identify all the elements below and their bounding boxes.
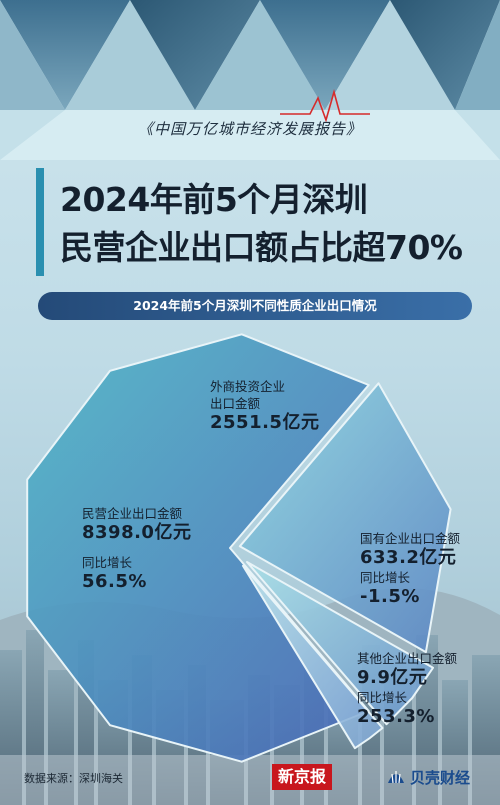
label-state-growth-name: 同比增长	[360, 570, 411, 585]
slice-state	[246, 561, 434, 726]
slice-other	[242, 564, 384, 750]
data-source: 数据来源：深圳海关	[24, 772, 123, 785]
label-other-growth: 253.3%	[357, 706, 435, 727]
report-name: 《中国万亿城市经济发展报告》	[137, 120, 362, 138]
label-private-name: 民营企业出口金额	[82, 506, 183, 521]
logo-beike-text: 贝壳财经	[410, 768, 471, 787]
label-foreign: 外商投资企业 出口金额 2551.5亿元	[210, 378, 319, 434]
label-other-growth-name: 同比增长	[357, 690, 408, 705]
page-title: 2024年前5个月深圳 民营企业出口额占比超70%	[60, 176, 490, 272]
label-state-growth: -1.5%	[360, 586, 420, 607]
top-banner	[0, 0, 500, 160]
logo-xinjingbao: 新京报	[272, 764, 333, 790]
label-private: 民营企业出口金额 8398.0亿元 同比增长 56.5%	[82, 505, 191, 593]
label-other-name: 其他企业出口金额	[357, 651, 458, 666]
title-line-2: 民营企业出口额占比超70%	[60, 228, 463, 267]
logo-beike: 贝壳财经	[386, 764, 470, 790]
label-private-growth-name: 同比增长	[82, 555, 133, 570]
label-private-growth: 56.5%	[82, 571, 147, 592]
slice-private	[26, 333, 370, 763]
label-foreign-name-1: 外商投资企业	[210, 379, 286, 394]
pulse-line-icon	[280, 89, 370, 123]
title-line-1: 2024年前5个月深圳	[60, 180, 368, 219]
label-state: 国有企业出口金额 633.2亿元 同比增长 -1.5%	[360, 530, 460, 608]
chart-subtitle: 2024年前5个月深圳不同性质企业出口情况	[38, 292, 472, 320]
shell-icon	[388, 771, 404, 784]
slice-foreign	[238, 382, 452, 654]
label-other: 其他企业出口金额 9.9亿元 同比增长 253.3%	[357, 650, 457, 728]
label-state-value: 633.2亿元	[360, 547, 457, 568]
label-private-value: 8398.0亿元	[82, 522, 192, 543]
label-foreign-value: 2551.5亿元	[210, 412, 320, 433]
title-accent-bar	[36, 168, 44, 276]
label-foreign-name-2: 出口金额	[210, 396, 261, 411]
label-state-name: 国有企业出口金额	[360, 531, 461, 546]
label-other-value: 9.9亿元	[357, 667, 428, 688]
